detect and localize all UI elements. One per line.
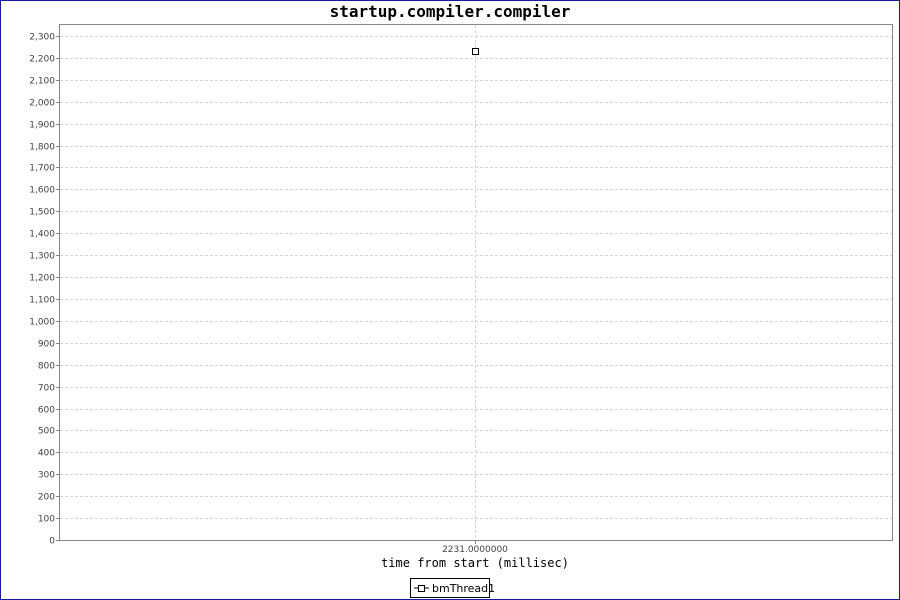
y-tick-label: 200 — [38, 493, 55, 503]
y-tick-label: 100 — [38, 515, 55, 525]
chart-title: startup.compiler.compiler — [330, 2, 571, 21]
y-tick-label: 1,100 — [29, 296, 55, 306]
y-tick-label: 0 — [49, 537, 55, 547]
y-tick-label: 1,500 — [29, 208, 55, 218]
y-tick-label: 1,200 — [29, 274, 55, 284]
grid-lines — [60, 25, 892, 540]
data-point — [472, 48, 479, 55]
y-tick-label: 600 — [38, 406, 55, 416]
data-points — [472, 48, 479, 55]
y-tick-label: 1,400 — [29, 230, 55, 240]
y-tick-label: 1,900 — [29, 121, 55, 131]
y-tick-label: 2,300 — [29, 33, 55, 43]
legend-box — [410, 578, 490, 598]
x-axis-label: time from start (millisec) — [381, 556, 569, 570]
y-tick-label: 500 — [38, 427, 55, 437]
y-tick-label: 1,300 — [29, 252, 55, 262]
y-tick-label: 2,100 — [29, 77, 55, 87]
y-tick-label: 400 — [38, 449, 55, 459]
y-tick-label: 700 — [38, 384, 55, 394]
y-tick-label: 1,700 — [29, 164, 55, 174]
x-axis-ticks: 2231.0000000 — [442, 540, 508, 555]
legend: bmThread1 — [410, 578, 495, 598]
y-axis-ticks: 0 100 200 300 400 500 600 700 800 900 1,000 1,100 1,… — [29, 33, 60, 547]
y-tick-label: 1,800 — [29, 143, 55, 153]
y-tick-label: 2,000 — [29, 99, 55, 109]
y-tick-label: 2,200 — [29, 55, 55, 65]
y-tick-label: 1,600 — [29, 186, 55, 196]
x-tick-label: 2231.0000000 — [442, 545, 508, 555]
y-tick-label: 800 — [38, 362, 55, 372]
legend-label: bmThread1 — [432, 582, 495, 595]
y-tick-label: 900 — [38, 340, 55, 350]
legend-marker — [418, 585, 425, 592]
y-tick-label: 300 — [38, 471, 55, 481]
y-tick-label: 1,000 — [29, 318, 55, 328]
